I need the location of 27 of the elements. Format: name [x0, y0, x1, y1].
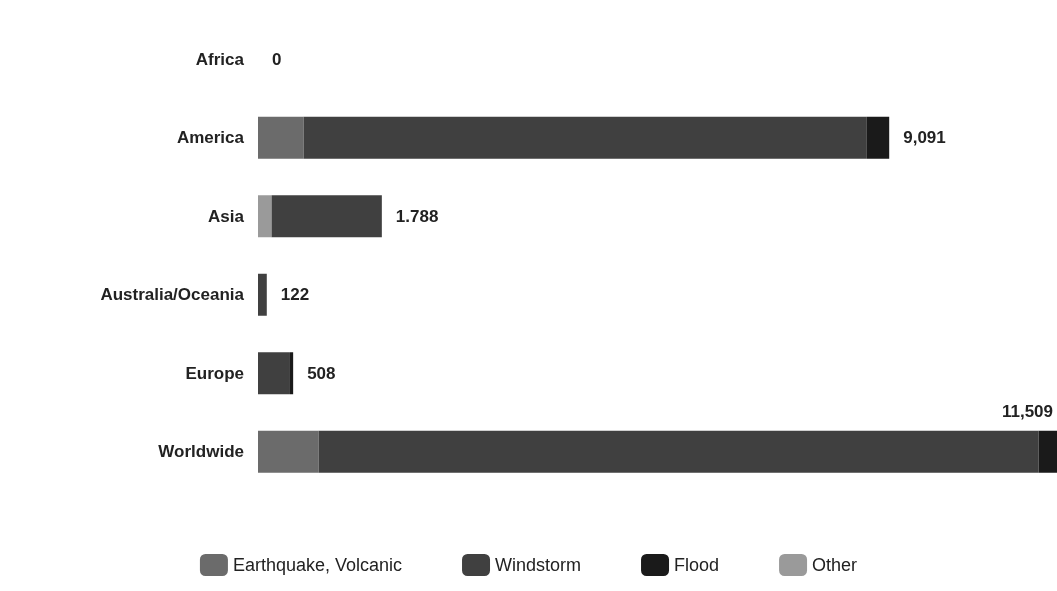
- legend-label: Other: [812, 555, 858, 575]
- annotation: 9,091: [903, 128, 946, 148]
- y-tick-label: Asia: [208, 206, 245, 226]
- annotation: 122: [280, 285, 310, 305]
- y-tick-label: Africa: [195, 49, 245, 69]
- annotation: 508: [307, 363, 336, 383]
- annotation: 11,509: [1001, 401, 1053, 421]
- bar: [271, 195, 382, 238]
- bar: [289, 352, 294, 395]
- bar: [318, 430, 1039, 473]
- bar: [258, 116, 304, 159]
- y-tick-label: America: [176, 128, 245, 148]
- bar: [258, 352, 290, 395]
- bar: [303, 116, 867, 159]
- legend-label: Flood: [674, 555, 720, 575]
- annotation: 1.788: [395, 206, 439, 226]
- y-tick-label: Australia/Oceania: [100, 285, 245, 305]
- bar: [258, 430, 319, 473]
- legend-label: Windstorm: [495, 555, 582, 575]
- legend-label: Earthquake, Volcanic: [232, 555, 403, 575]
- y-tick-label: Worldwide: [158, 442, 244, 462]
- bar: [1038, 430, 1057, 473]
- bar: [866, 116, 890, 159]
- bar: [258, 273, 267, 316]
- bar: [258, 195, 272, 238]
- annotation: 0: [272, 49, 282, 69]
- y-tick-label: Europe: [185, 363, 244, 383]
